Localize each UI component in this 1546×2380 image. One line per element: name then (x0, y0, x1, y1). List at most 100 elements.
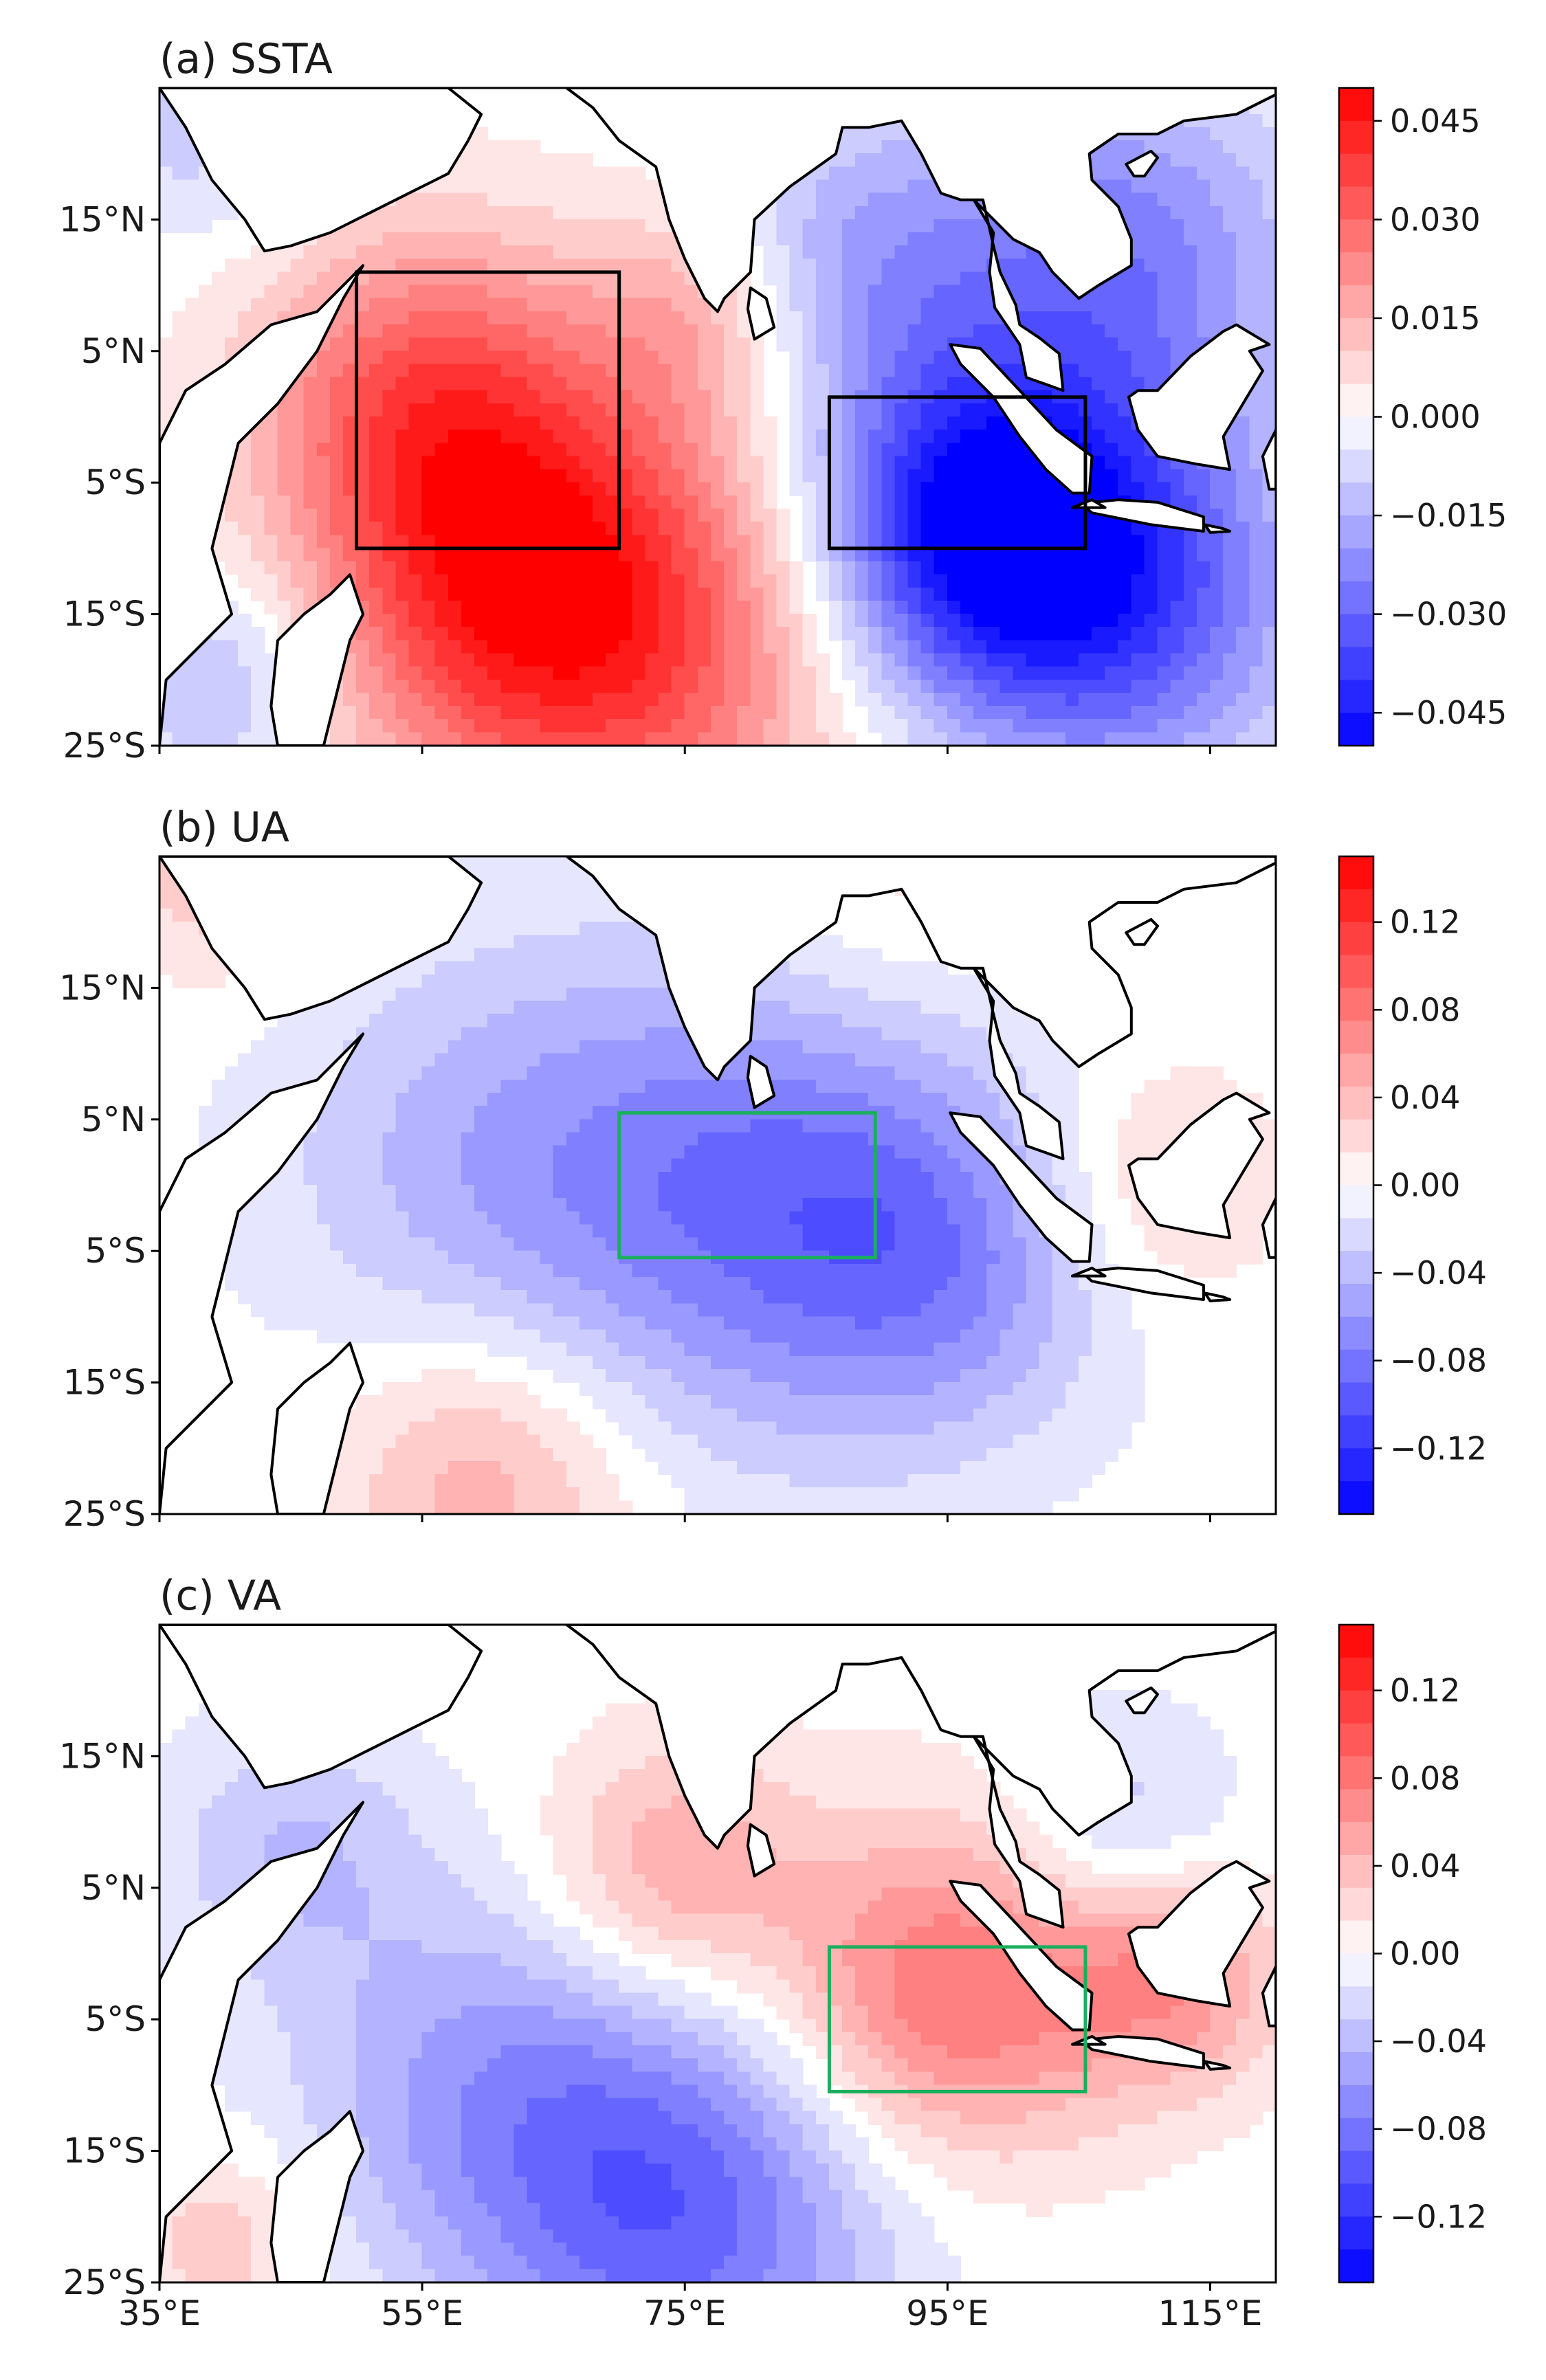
coastline (159, 1801, 365, 2282)
coastline (565, 856, 1276, 1161)
coastline (1127, 1091, 1271, 1240)
coastline (1203, 2060, 1232, 2071)
coastline (1203, 1291, 1232, 1302)
colorbar-level (1339, 1349, 1373, 1383)
land (159, 856, 1276, 1514)
coastline (1080, 1267, 1205, 1301)
coastline (565, 88, 1276, 392)
panel-3: (c) VA 15°N 5°N 5°S 15°S 25°S35°E 55°E 75°E 95°E… (59, 1572, 1487, 2333)
central-box (617, 1111, 877, 1260)
map-frame (158, 87, 1277, 747)
colorbar-level (1339, 482, 1373, 516)
colorbar: 0.12 0.08 0.04 0.00 −0.04 −0.08 −0.12 (1338, 1623, 1487, 2284)
lat-label: 5°S (85, 463, 146, 502)
colorbar-tick-label: −0.12 (1390, 2198, 1487, 2235)
lon-label: 55°E (381, 2293, 463, 2333)
colorbar-level (1339, 889, 1373, 923)
colorbar-level (1339, 2117, 1373, 2152)
lon-label: 95°E (906, 2293, 989, 2333)
lat-label: 15°N (59, 199, 146, 239)
coastline (269, 2110, 365, 2282)
lat-label: 5°N (81, 331, 146, 371)
colorbar-tick-label: −0.08 (1390, 1342, 1487, 1379)
colorbar-level (1339, 713, 1373, 746)
coastline (269, 1342, 365, 1514)
colorbar-level (1339, 1448, 1373, 1482)
colorbar-level (1339, 1625, 1373, 1658)
colorbar-level (1339, 1822, 1373, 1856)
coastline (1127, 1860, 1271, 2008)
map-area (159, 88, 1276, 746)
coastline (1127, 323, 1271, 471)
colorbar-level (1339, 1284, 1373, 1317)
coastline (1261, 1965, 1276, 2027)
coastline (746, 1823, 776, 1878)
colorbar-tick-label: 0.04 (1390, 1847, 1460, 1884)
coastline (159, 88, 483, 253)
panel-title: (c) VA (159, 1572, 281, 1620)
colorbar-level (1339, 351, 1373, 385)
coastline (1125, 1686, 1159, 1715)
colorbar-tick-label: 0.000 (1390, 399, 1481, 436)
colorbar: 0.12 0.08 0.04 0.00 −0.04 −0.08 −0.12 (1338, 855, 1487, 1515)
lat-label: 5°S (85, 1231, 146, 1271)
coastline (159, 1032, 365, 1514)
colorbar-level (1339, 856, 1373, 890)
colorbar: 0.045 0.030 0.015 0.000 −0.015 −0.030 −0.045 (1338, 87, 1507, 747)
colorbar-tick-label: −0.12 (1390, 1430, 1487, 1467)
colorbar-level (1339, 1152, 1373, 1186)
colorbar-tick-label: −0.04 (1390, 2023, 1487, 2060)
coastline (1080, 2035, 1205, 2069)
colorbar-level (1339, 1251, 1373, 1284)
lat-label: 25°S (63, 1494, 146, 1534)
colorbar-tick-label: −0.08 (1390, 2111, 1487, 2148)
coastline (746, 1054, 776, 1109)
coastline (1261, 428, 1276, 491)
colorbar-level (1339, 614, 1373, 648)
colorbar-level (1339, 922, 1373, 956)
coastline (949, 1880, 1094, 2032)
eastern-box (827, 395, 1087, 550)
colorbar-level (1339, 2052, 1373, 2086)
colorbar-level (1339, 285, 1373, 319)
colorbar-tick-label: 0.12 (1390, 1672, 1460, 1709)
colorbar-level (1339, 1756, 1373, 1790)
colorbar-level (1339, 383, 1373, 418)
panel-title: (b) UA (159, 803, 289, 852)
colorbar-level (1339, 219, 1373, 253)
colorbar-level (1339, 252, 1373, 286)
lon-label: 115°E (1158, 2293, 1262, 2333)
colorbar-level (1339, 548, 1373, 582)
lat-label: 15°S (63, 594, 146, 634)
coastline (949, 1111, 1094, 1263)
colorbar-tick-label: 0.030 (1390, 201, 1481, 238)
colorbar-tick-label: 0.08 (1390, 1759, 1460, 1797)
map-frame (158, 855, 1277, 1515)
colorbar-level (1339, 1481, 1373, 1515)
colorbar-level (1339, 1415, 1373, 1449)
colorbar-tick-label: 0.045 (1390, 102, 1481, 140)
colorbar-level (1339, 1854, 1373, 1889)
coastline (159, 856, 483, 1021)
colorbar-level (1339, 318, 1373, 352)
coastline (1070, 498, 1107, 509)
coastline (1070, 2035, 1107, 2046)
lat-label: 15°N (59, 1736, 146, 1776)
lon-label: 35°E (118, 2293, 201, 2333)
colorbar-level (1339, 1382, 1373, 1416)
colorbar-level (1339, 1086, 1373, 1120)
coastline (565, 1625, 1276, 1929)
colorbar-level (1339, 1316, 1373, 1350)
colorbar-level (1339, 1920, 1373, 1955)
colorbar-level (1339, 988, 1373, 1021)
colorbar-level (1339, 1657, 1373, 1691)
colorbar-level (1339, 1986, 1373, 2020)
lat-label: 15°S (63, 2131, 146, 2171)
colorbar-level (1339, 1887, 1373, 1922)
colorbar-level (1339, 2249, 1373, 2283)
lat-label: 15°N (59, 968, 146, 1008)
colorbar-level (1339, 153, 1373, 188)
colorbar-level (1339, 955, 1373, 988)
colorbar-level (1339, 1218, 1373, 1252)
